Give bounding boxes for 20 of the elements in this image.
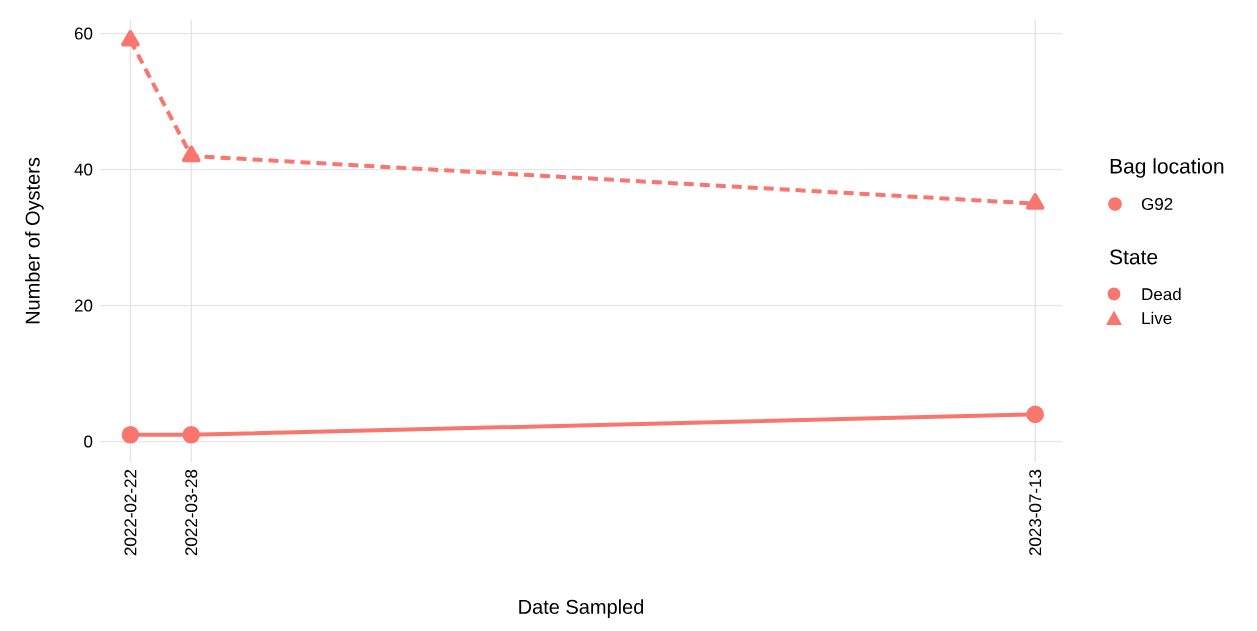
legend-title: State bbox=[1110, 249, 1158, 265]
y-tick-label: 20 bbox=[74, 299, 93, 312]
x-axis-title: Date Sampled bbox=[519, 599, 644, 618]
x-tick-label: 2023-07-13 bbox=[1029, 469, 1042, 556]
point bbox=[181, 145, 201, 163]
point bbox=[121, 425, 140, 444]
y-tick-label: 60 bbox=[74, 27, 93, 40]
text: Bag location bbox=[1110, 158, 1224, 178]
y-axis-title: Number of Oysters bbox=[25, 157, 44, 324]
point bbox=[182, 425, 201, 444]
text: G92 bbox=[1141, 197, 1173, 210]
y-tick-label: 40 bbox=[74, 163, 93, 176]
point bbox=[121, 29, 140, 47]
y-tick-label: 0 bbox=[84, 435, 93, 448]
legend-label: Live bbox=[1142, 311, 1172, 325]
x-tick-label: 2022-03-28 bbox=[185, 469, 198, 556]
point bbox=[1025, 193, 1045, 210]
x-tick-label: 2022-02-22 bbox=[124, 469, 137, 556]
point bbox=[1026, 405, 1044, 424]
legend-label: Dead bbox=[1142, 287, 1181, 301]
